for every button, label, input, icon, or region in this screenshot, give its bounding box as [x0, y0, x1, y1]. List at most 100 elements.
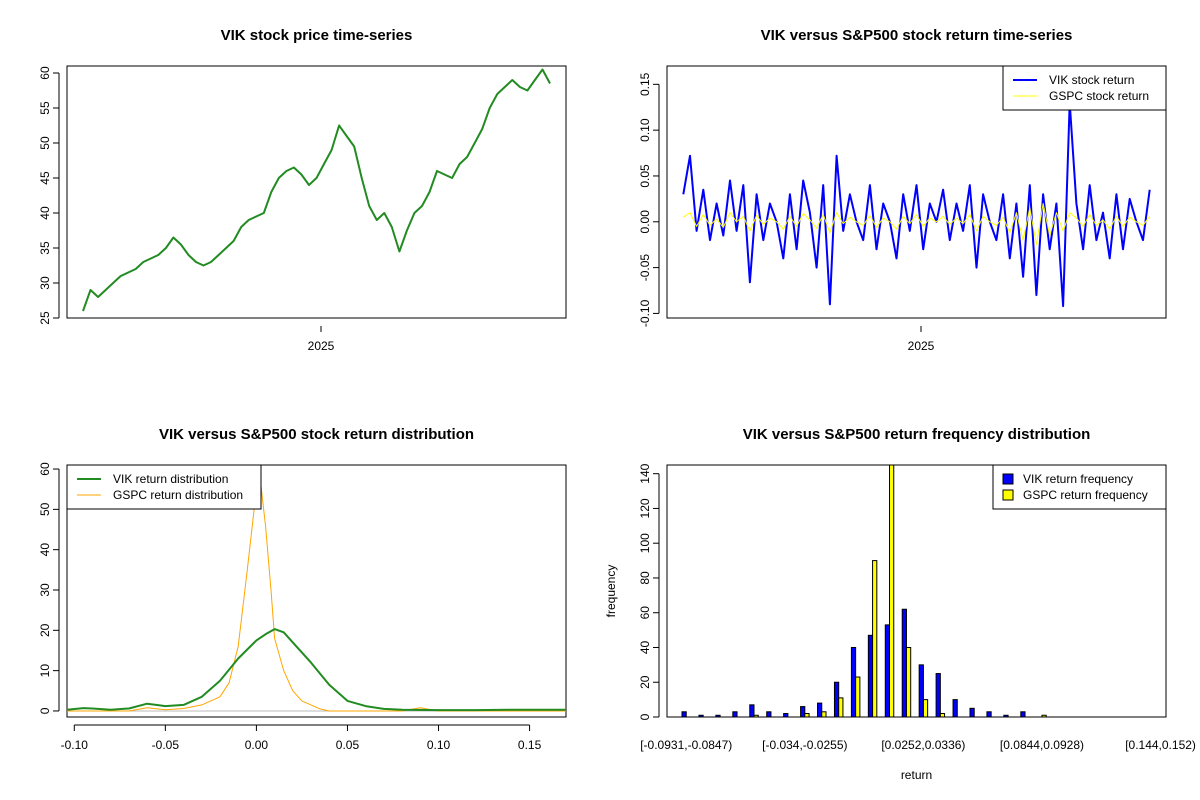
- x-axis-3: [-0.0931,-0.0847) [-0.034,-0.0255) [0.0252…: [640, 738, 1196, 752]
- legend-label-1-0: VIK stock return: [1049, 73, 1134, 87]
- x-tick-label-2-2: 0.00: [245, 738, 269, 752]
- bars-group: [681, 465, 1047, 717]
- bar-0-8: [817, 702, 823, 717]
- bar-0-19: [1003, 714, 1009, 717]
- legend-swatch-3-1: [1002, 489, 1014, 501]
- bar-0-7: [800, 706, 806, 717]
- y-tick-label-1-4: 0.10: [638, 118, 652, 142]
- bar-1-21: [1041, 714, 1047, 717]
- y-tick-label-3-1: 20: [638, 675, 652, 689]
- bar-0-9: [833, 681, 840, 717]
- plot-frame-1: [666, 65, 1167, 319]
- y-tick-label-0-2: 35: [38, 241, 52, 255]
- x-tick-label-3-3: [0.0844,0.0928): [1000, 738, 1084, 752]
- y-tick-label-0-6: 55: [38, 101, 52, 115]
- y-tick-label-3-6: 120: [638, 498, 652, 518]
- x-tick-label-2-0: -0.10: [61, 738, 89, 752]
- x-tick-label-2-1: -0.05: [152, 738, 180, 752]
- bar-0-18: [986, 711, 992, 717]
- legend-2: VIK return distribution GSPC return distr…: [66, 464, 262, 510]
- bar-1-11: [872, 560, 878, 717]
- plot-frame-0: [66, 65, 567, 319]
- y-tick-label-3-0: 0: [638, 713, 652, 720]
- y-tick-label-0-7: 60: [38, 66, 52, 80]
- y-axis-0: 25 30 35 40 45 50 55 60: [38, 66, 60, 325]
- bar-0-6: [783, 713, 789, 717]
- bar-1-10: [855, 676, 861, 717]
- y-tick-label-3-2: 40: [638, 640, 652, 654]
- bar-0-2: [715, 714, 721, 717]
- legend-box-1: [1002, 65, 1167, 111]
- y-tick-label-3-4: 80: [638, 571, 652, 585]
- x-tick-label-2-5: 0.15: [518, 738, 542, 752]
- legend-label-3-0: VIK return frequency: [1023, 472, 1133, 486]
- y-tick-label-2-6: 60: [38, 462, 52, 476]
- y-axis-2: 0 10 20 30 40 50 60: [38, 462, 60, 714]
- bar-1-13: [905, 646, 912, 717]
- y-tick-label-1-1: -0.05: [638, 254, 652, 282]
- bar-0-3: [732, 711, 738, 717]
- bar-0-1: [698, 714, 704, 717]
- chart-title-3: VIK versus S&P500 return frequency distr…: [743, 426, 1091, 443]
- x-tick-label-2-4: 0.10: [427, 738, 451, 752]
- y-tick-label-3-7: 140: [638, 463, 652, 483]
- legend-label-2-0: VIK return distribution: [113, 472, 228, 486]
- y-tick-label-0-4: 45: [38, 171, 52, 185]
- plot-frame-3: [666, 464, 1167, 718]
- y-tick-label-0-5: 50: [38, 136, 52, 150]
- bar-0-14: [918, 664, 924, 717]
- legend-box-3: [992, 464, 1167, 510]
- legend-label-2-1: GSPC return distribution: [113, 488, 243, 502]
- y-tick-label-0-1: 30: [38, 276, 52, 290]
- y-axis-1: -0.10 -0.05 0.00 0.05 0.10 0.15: [638, 72, 660, 327]
- legend-label-1-1: GSPC stock return: [1049, 89, 1149, 103]
- x-axis-2: -0.10 -0.05 0.00 0.05 0.10 0.15: [61, 724, 542, 752]
- x-tick-label-2-3: 0.05: [336, 738, 360, 752]
- y-axis-3: 0 20 40 60 80 100 120 140: [638, 463, 660, 720]
- price-line: [82, 68, 551, 312]
- legend-3: VIK return frequency GSPC return frequenc…: [992, 464, 1167, 510]
- x-tick-label-3-2: [0.0252,0.0336): [881, 738, 965, 752]
- y-tick-label-1-0: -0.10: [638, 299, 652, 327]
- legend-box-2: [66, 464, 262, 510]
- bar-1-14: [922, 699, 929, 717]
- x-tick-label-3-0: [-0.0931,-0.0847): [640, 738, 732, 752]
- legend-swatch-3-0: [1002, 473, 1014, 485]
- y-tick-label-0-0: 25: [38, 311, 52, 325]
- bar-1-12: [889, 465, 895, 717]
- x-tick-label-3-1: [-0.034,-0.0255): [762, 738, 847, 752]
- gspc-density-line: [67, 476, 566, 712]
- chart-title-2: VIK versus S&P500 stock return distribut…: [159, 426, 474, 443]
- bar-1-9: [838, 697, 844, 717]
- legend-label-3-1: GSPC return frequency: [1023, 488, 1148, 502]
- bar-0-12: [884, 624, 891, 717]
- y-tick-label-0-3: 40: [38, 206, 52, 220]
- vik-return-line: [682, 101, 1151, 308]
- y-tick-label-3-5: 100: [638, 533, 652, 553]
- chart-title-0: VIK stock price time-series: [221, 27, 413, 44]
- vik-density-line: [66, 628, 566, 712]
- y-tick-label-1-3: 0.05: [638, 164, 652, 188]
- gspc-return-line: [683, 203, 1151, 246]
- y-tick-label-2-2: 20: [38, 623, 52, 637]
- bar-1-15: [939, 713, 946, 717]
- bar-0-11: [867, 634, 874, 717]
- bar-0-5: [766, 711, 772, 717]
- bar-0-15: [935, 673, 941, 717]
- bar-0-0: [681, 711, 687, 717]
- x-tick-label-1-0: 2025: [908, 339, 935, 353]
- y-tick-label-2-5: 50: [38, 502, 52, 516]
- bar-1-4: [753, 714, 759, 717]
- x-tick-label-3-4: [0.144,0.152): [1125, 738, 1196, 752]
- chart-title-1: VIK versus S&P500 stock return time-seri…: [761, 27, 1073, 44]
- y-tick-label-2-0: 0: [38, 707, 52, 714]
- bar-0-17: [969, 707, 975, 717]
- x-tick-label-0-0: 2025: [308, 339, 335, 353]
- y-tick-label-2-1: 10: [38, 664, 52, 678]
- bar-1-8: [821, 711, 827, 717]
- y-tick-label-2-3: 30: [38, 583, 52, 597]
- legend-1: VIK stock return GSPC stock return: [1002, 65, 1167, 111]
- bar-0-4: [749, 704, 755, 717]
- x-axis-label-3: return: [901, 768, 932, 782]
